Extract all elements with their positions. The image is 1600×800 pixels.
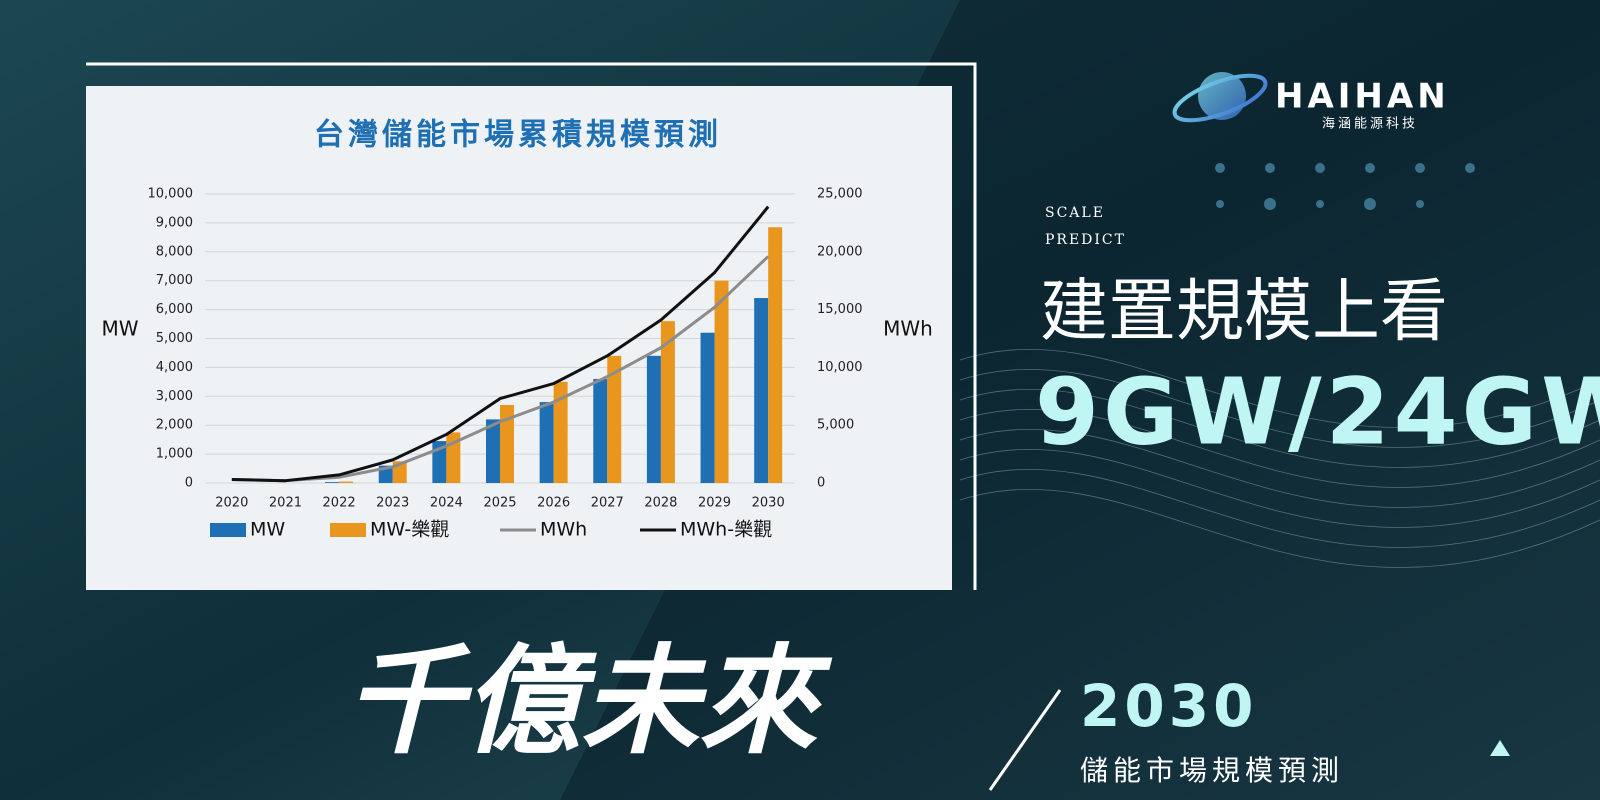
bar <box>768 227 783 483</box>
headline-figure: 9GW/24GW <box>1035 358 1600 465</box>
bar <box>646 355 661 483</box>
slogan: 千億未來 <box>345 632 833 770</box>
chart-title: 台灣儲能市場累積規模預測 <box>314 118 722 153</box>
legend-label: MWh <box>540 519 587 541</box>
y-tick-label: 10,000 <box>148 187 194 202</box>
bar <box>700 332 715 483</box>
x-tick-label: 2025 <box>483 496 516 511</box>
x-tick-label: 2027 <box>591 496 624 511</box>
legend-label: MWh-樂觀 <box>680 519 772 541</box>
y-tick-label: 0 <box>185 476 193 491</box>
y-tick-label: 2,000 <box>156 418 193 433</box>
x-tick-label: 2030 <box>752 496 785 511</box>
legend-label: MW-樂觀 <box>370 519 449 541</box>
frame-line <box>86 62 977 590</box>
bar <box>593 378 608 483</box>
y2-axis-label: MWh <box>883 317 933 341</box>
line <box>231 205 770 483</box>
bar <box>539 402 554 483</box>
logo-globe <box>1198 72 1246 120</box>
headline: 建置規模上看 <box>1040 273 1448 352</box>
dots <box>1215 163 1475 210</box>
y2-tick-label: 10,000 <box>817 360 863 375</box>
legend-label: MW <box>250 519 285 541</box>
y2-tick-label: 5,000 <box>817 418 854 433</box>
y2-tick-label: 0 <box>817 476 825 491</box>
x-tick-label: 2029 <box>698 496 731 511</box>
bar <box>325 482 340 483</box>
diagonal-shade <box>560 0 1600 800</box>
y-tick-label: 6,000 <box>156 302 193 317</box>
y-tick-label: 3,000 <box>156 389 193 404</box>
bar <box>714 280 729 483</box>
bar <box>660 321 675 483</box>
bar <box>486 419 500 483</box>
x-tick-label: 2028 <box>644 496 677 511</box>
legend-swatch <box>210 523 246 537</box>
brand-name: HAIHAN <box>1275 77 1450 117</box>
bar <box>553 381 568 483</box>
bar <box>607 355 622 483</box>
bar <box>339 481 354 483</box>
y-tick-label: 1,000 <box>156 447 193 462</box>
slash <box>988 689 1062 791</box>
legend-swatch <box>330 523 366 537</box>
x-tick-label: 2021 <box>269 496 302 511</box>
y-axis-label: MW <box>101 317 138 341</box>
y2-tick-label: 20,000 <box>817 244 863 259</box>
y2-tick-label: 25,000 <box>817 187 863 202</box>
triangle <box>1490 740 1510 756</box>
x-tick-label: 2026 <box>537 496 570 511</box>
y-tick-label: 5,000 <box>156 331 193 346</box>
y2-tick-label: 15,000 <box>817 302 863 317</box>
bar <box>754 298 769 483</box>
brand-subtitle: 海涵能源科技 <box>1322 117 1418 132</box>
y-tick-label: 8,000 <box>156 244 193 259</box>
y-tick-label: 7,000 <box>156 273 193 288</box>
line <box>231 255 770 483</box>
y-tick-label: 4,000 <box>156 360 193 375</box>
x-tick-label: 2020 <box>215 496 248 511</box>
year: 2030 <box>1080 672 1257 740</box>
x-tick-label: 2024 <box>430 496 463 511</box>
tag: PREDICT <box>1045 232 1126 248</box>
x-tick-label: 2023 <box>376 496 409 511</box>
x-tick-label: 2022 <box>323 496 356 511</box>
y-tick-label: 9,000 <box>156 215 193 230</box>
caption: 儲能市場規模預測 <box>1080 754 1344 787</box>
waves <box>959 349 1600 568</box>
bar <box>500 404 514 483</box>
tag: SCALE <box>1045 205 1105 221</box>
